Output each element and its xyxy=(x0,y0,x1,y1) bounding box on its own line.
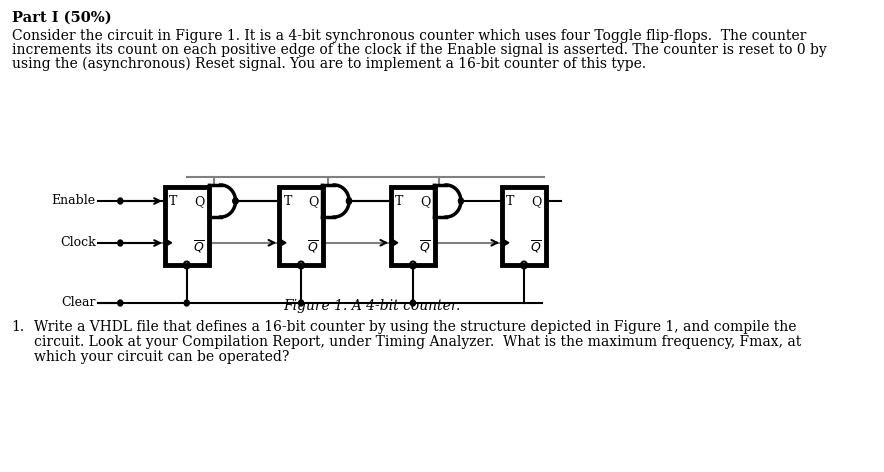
Circle shape xyxy=(459,198,463,204)
Text: circuit. Look at your Compilation Report, under Timing Analyzer.  What is the ma: circuit. Look at your Compilation Report… xyxy=(34,335,801,349)
Text: T: T xyxy=(169,195,178,208)
Bar xyxy=(502,187,545,265)
Polygon shape xyxy=(502,239,509,247)
Polygon shape xyxy=(164,239,171,247)
Text: Clock: Clock xyxy=(60,236,95,248)
Text: Figure 1. A 4-bit counter.: Figure 1. A 4-bit counter. xyxy=(283,299,461,313)
Text: using the (asynchronous) Reset signal. You are to implement a 16-bit counter of : using the (asynchronous) Reset signal. Y… xyxy=(11,57,646,71)
Polygon shape xyxy=(279,239,286,247)
Text: $\overline{Q}$: $\overline{Q}$ xyxy=(419,238,431,255)
Bar xyxy=(279,187,323,265)
Circle shape xyxy=(347,198,352,204)
Text: Clear: Clear xyxy=(61,295,95,309)
Circle shape xyxy=(233,198,238,204)
Text: increments its count on each positive edge of the clock if the Enable signal is : increments its count on each positive ed… xyxy=(11,43,827,57)
Text: T: T xyxy=(507,195,514,208)
Circle shape xyxy=(299,300,303,306)
Text: $\overline{Q}$: $\overline{Q}$ xyxy=(193,238,204,255)
Circle shape xyxy=(118,300,123,306)
Text: $\overline{Q}$: $\overline{Q}$ xyxy=(307,238,319,255)
Text: which your circuit can be operated?: which your circuit can be operated? xyxy=(34,350,289,364)
Circle shape xyxy=(347,198,352,204)
Text: T: T xyxy=(284,195,292,208)
Bar xyxy=(164,187,209,265)
Text: Q: Q xyxy=(194,195,204,208)
Text: $\overline{Q}$: $\overline{Q}$ xyxy=(530,238,542,255)
Bar xyxy=(391,187,435,265)
Text: Q: Q xyxy=(309,195,319,208)
Circle shape xyxy=(118,198,123,204)
Text: Enable: Enable xyxy=(52,194,95,207)
Text: Part I (50%): Part I (50%) xyxy=(11,11,111,25)
Circle shape xyxy=(118,240,123,246)
Text: Q: Q xyxy=(531,195,542,208)
Circle shape xyxy=(184,300,189,306)
Text: Write a VHDL file that defines a 16-bit counter by using the structure depicted : Write a VHDL file that defines a 16-bit … xyxy=(34,320,796,334)
Polygon shape xyxy=(391,239,398,247)
Text: Consider the circuit in Figure 1. It is a 4-bit synchronous counter which uses f: Consider the circuit in Figure 1. It is … xyxy=(11,29,806,43)
Text: 1.: 1. xyxy=(11,320,25,334)
Circle shape xyxy=(233,198,238,204)
Text: Q: Q xyxy=(420,195,431,208)
Circle shape xyxy=(410,300,415,306)
Text: T: T xyxy=(395,195,404,208)
